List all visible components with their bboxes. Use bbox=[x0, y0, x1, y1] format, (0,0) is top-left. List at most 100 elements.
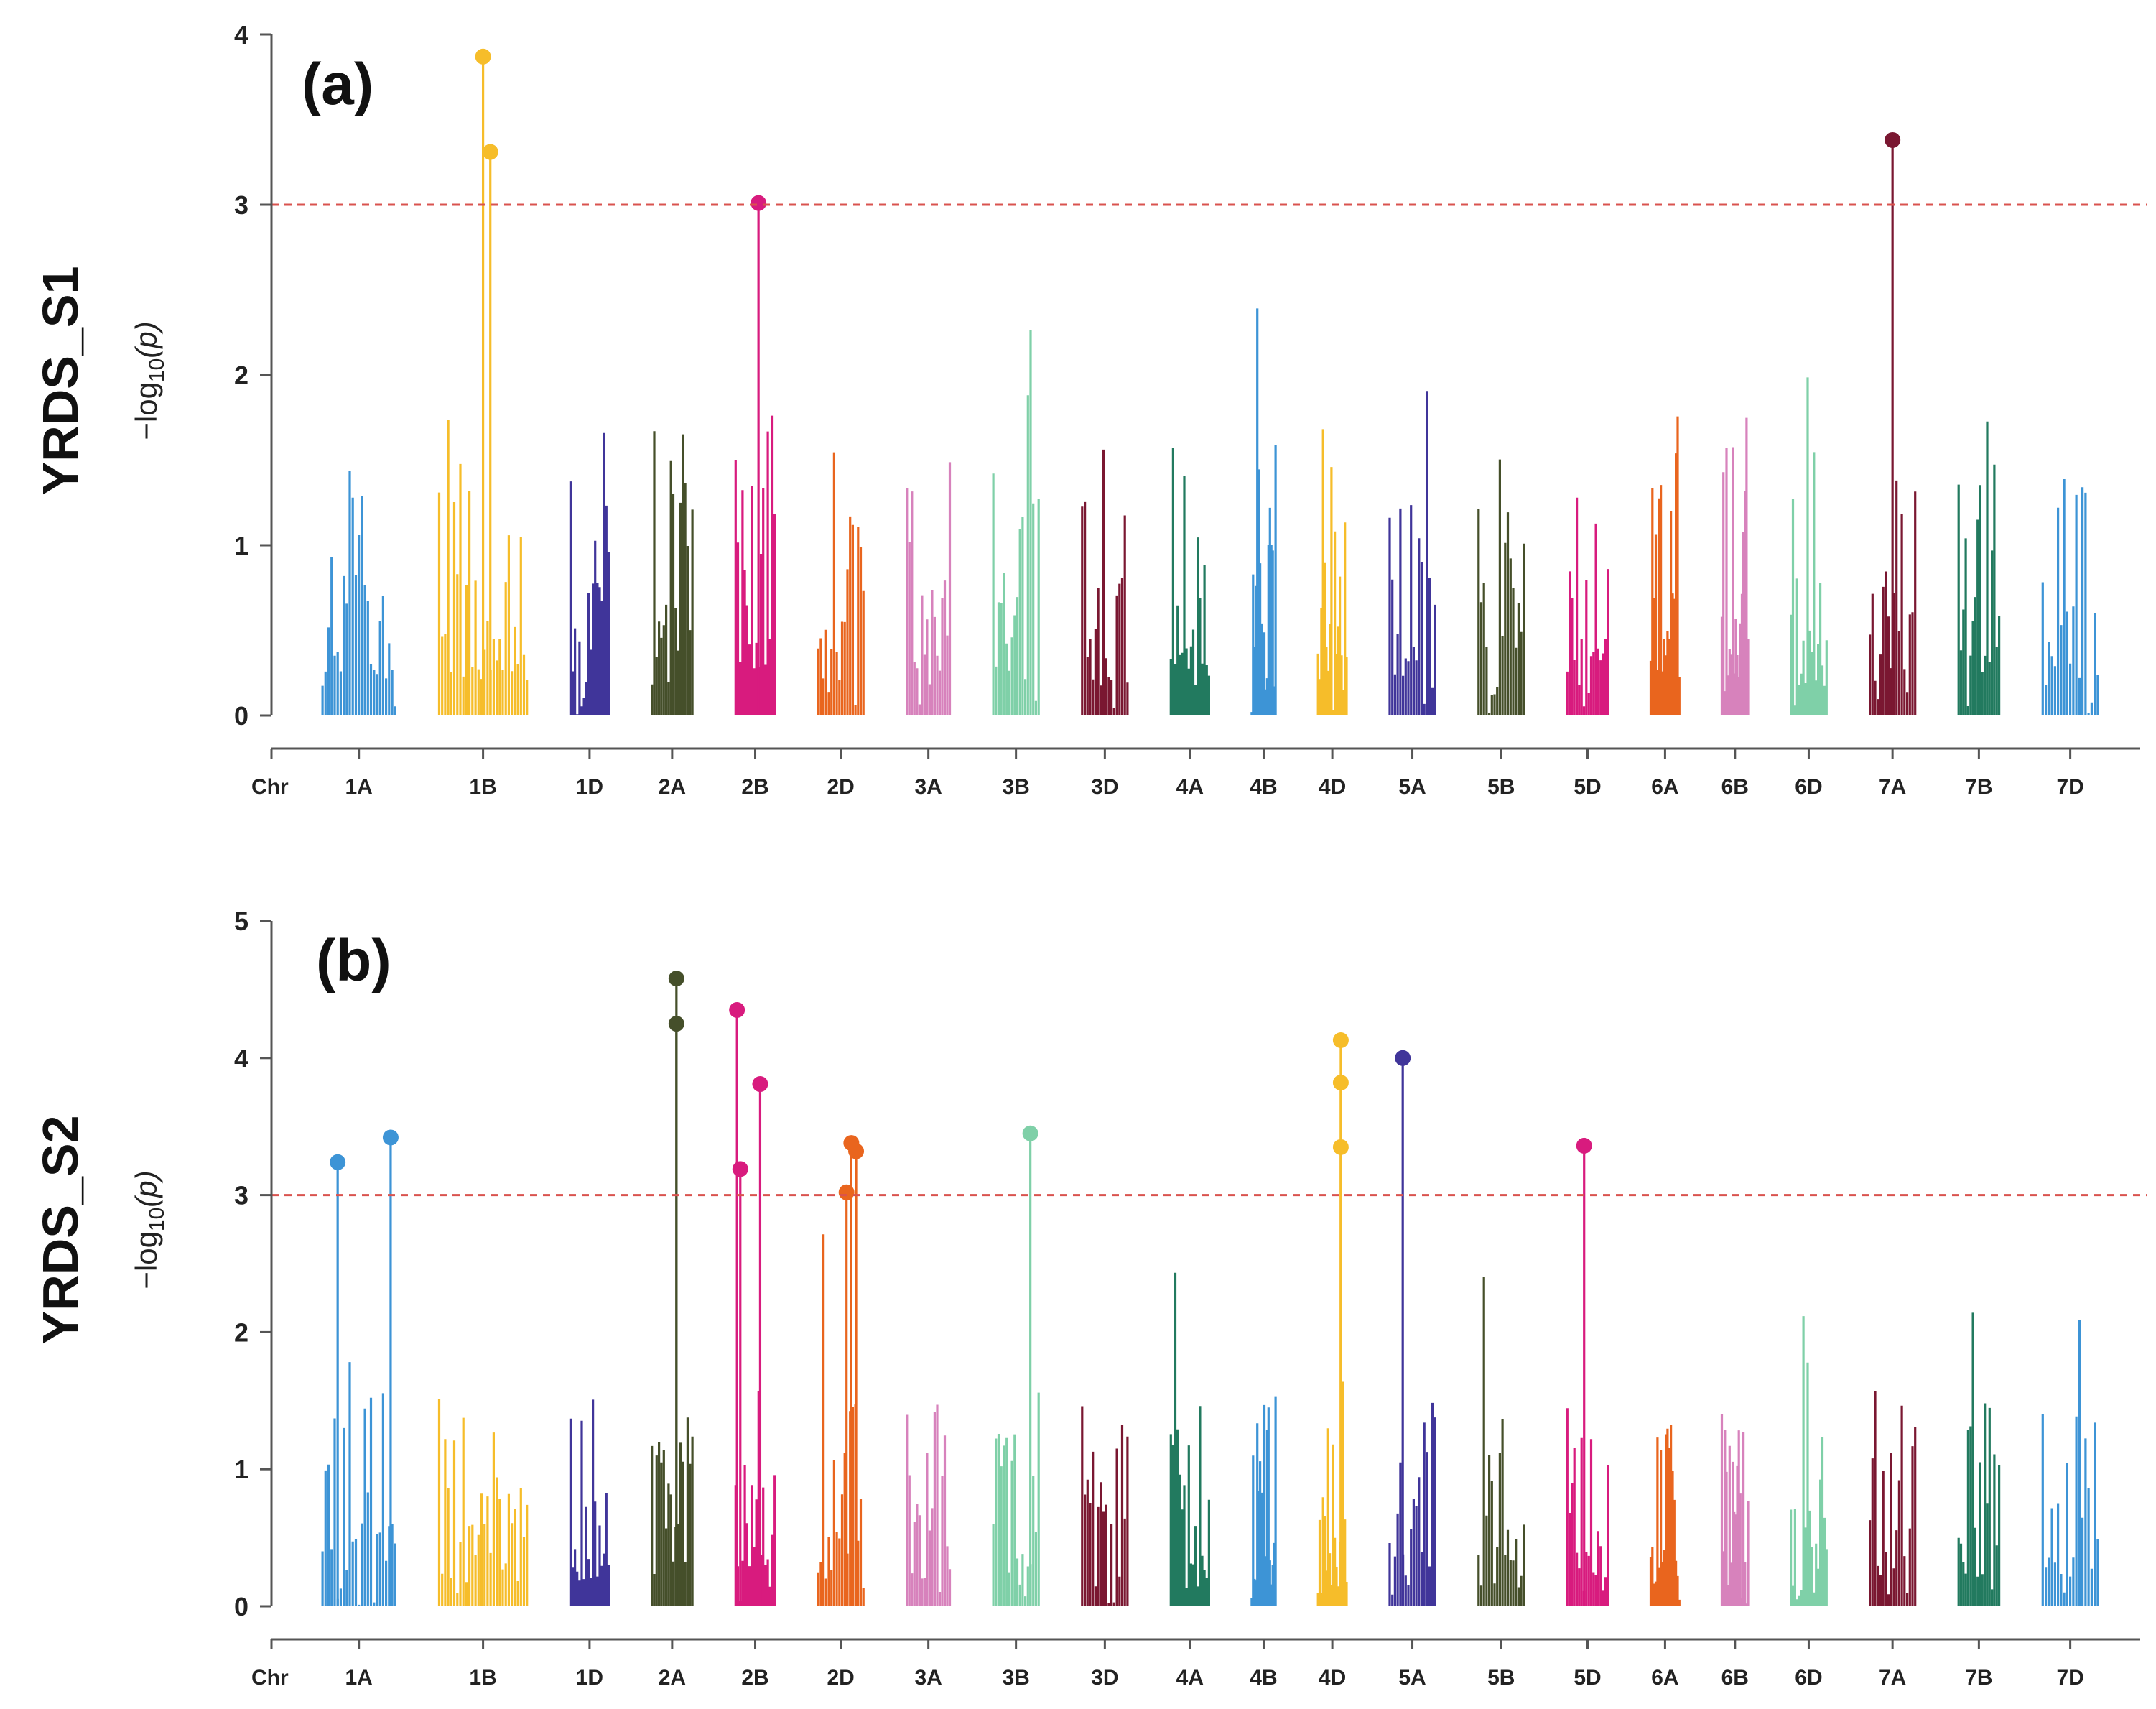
x-tick-label-2A: 2A bbox=[659, 1666, 686, 1690]
snp-bars-5B bbox=[1477, 459, 1525, 715]
significant-point-2B bbox=[732, 1161, 748, 1177]
snp-bars-7D bbox=[2041, 1320, 2099, 1606]
x-tick-label-3B: 3B bbox=[1002, 1666, 1029, 1690]
y-tick-label: 2 bbox=[234, 361, 248, 390]
x-axis-b: Chr 1A 1B 1D 2A 2B 2D 3A 3B 3D 4A 4B 4D 5A 5B 5D 6A 6B 6D 7… bbox=[251, 1638, 2140, 1690]
y-axis-label-b: −log10(p) bbox=[129, 1170, 169, 1289]
significant-point-2B bbox=[729, 1002, 745, 1019]
y-axis-label-main-b: −log bbox=[129, 1231, 163, 1289]
trait-label-a: YRDS_S1 bbox=[32, 266, 88, 495]
y-axis-b: 0 1 2 3 4 5 bbox=[234, 907, 273, 1621]
y-tick-label: 1 bbox=[234, 531, 248, 560]
significant-point-4D bbox=[1332, 1139, 1349, 1155]
y-tick-label: 4 bbox=[234, 1044, 248, 1073]
x-tick-label-5B: 5B bbox=[1487, 775, 1515, 799]
x-tick-label-7A: 7A bbox=[1879, 775, 1906, 799]
x-axis-label: Chr bbox=[251, 1666, 289, 1690]
y-axis-label-sub-a: 10 bbox=[145, 358, 169, 382]
y-tick-label: 0 bbox=[234, 1592, 248, 1621]
panel-label-b: (b) bbox=[316, 928, 391, 994]
snp-bars-6B bbox=[1720, 1414, 1750, 1606]
significant-point-2D bbox=[848, 1143, 865, 1159]
significant-point-5D bbox=[1576, 1137, 1592, 1154]
snp-bars-1A bbox=[321, 471, 396, 715]
x-tick-label-7B: 7B bbox=[1965, 775, 1992, 799]
snp-bars-3B bbox=[992, 1392, 1040, 1606]
y-axis-label-main-a: −log bbox=[129, 382, 163, 440]
snp-bars-4D bbox=[1316, 429, 1348, 715]
snp-bars-6B bbox=[1720, 417, 1750, 715]
x-tick-label-5D: 5D bbox=[1574, 1666, 1601, 1690]
x-tick-label-7B: 7B bbox=[1965, 1666, 1992, 1690]
significant-point-2B bbox=[752, 1076, 768, 1093]
x-tick-label-1A: 1A bbox=[345, 775, 372, 799]
y-axis-a: 0 1 2 3 4 bbox=[234, 20, 273, 731]
significant-markers-b bbox=[330, 971, 1592, 1606]
snp-bars-7A bbox=[1869, 1391, 1917, 1606]
snp-bars-3A bbox=[906, 1404, 952, 1606]
x-tick-label-6D: 6D bbox=[1795, 775, 1822, 799]
panel-a: YRDS_S1 −log10(p) (a) 0 1 2 3 4 Chr 1A 1B 1D 2A 2… bbox=[32, 20, 2147, 799]
snp-bars-3D bbox=[1081, 449, 1129, 715]
x-tick-label-2D: 2D bbox=[827, 775, 855, 799]
y-axis-label-tail-a: (p) bbox=[129, 321, 163, 358]
x-tick-label-1D: 1D bbox=[576, 775, 603, 799]
snp-bars-1A bbox=[321, 1362, 396, 1606]
x-tick-label-2B: 2B bbox=[741, 1666, 768, 1690]
x-tick-label-4A: 4A bbox=[1176, 1666, 1204, 1690]
x-tick-label-1D: 1D bbox=[576, 1666, 603, 1690]
snp-bars-1B bbox=[437, 420, 529, 715]
significant-point-2A bbox=[668, 971, 684, 987]
snp-bars-4A bbox=[1169, 448, 1210, 715]
significant-markers-a bbox=[475, 48, 1901, 715]
y-tick-label: 4 bbox=[234, 20, 248, 50]
x-tick-label-5B: 5B bbox=[1487, 1666, 1515, 1690]
snp-bars-5D bbox=[1566, 1408, 1609, 1606]
x-tick-label-2A: 2A bbox=[659, 775, 686, 799]
y-tick-label: 0 bbox=[234, 701, 248, 731]
snp-bars-1B bbox=[437, 1399, 529, 1606]
significant-point-3B bbox=[1022, 1125, 1038, 1141]
x-tick-label-4A: 4A bbox=[1176, 775, 1204, 799]
x-tick-label-6B: 6B bbox=[1721, 1666, 1749, 1690]
snp-bars-1D bbox=[569, 432, 610, 715]
x-tick-label-6A: 6A bbox=[1651, 775, 1678, 799]
significant-point-2A bbox=[668, 1016, 684, 1032]
snp-bars-5A bbox=[1388, 1402, 1436, 1606]
significant-point-1A bbox=[330, 1154, 346, 1170]
snp-bars-2B bbox=[734, 415, 776, 715]
y-tick-label: 3 bbox=[234, 190, 248, 220]
snp-bars-a bbox=[321, 308, 2099, 715]
snp-bars-3D bbox=[1081, 1406, 1129, 1606]
snp-bars-4B bbox=[1250, 1396, 1277, 1606]
x-tick-label-2B: 2B bbox=[741, 775, 768, 799]
snp-bars-4A bbox=[1169, 1272, 1210, 1606]
panel-b: YRDS_S2 −log10(p) (b) 0 1 2 3 4 5 Chr 1A 1B 1D 2A… bbox=[32, 907, 2147, 1690]
y-axis-label-tail-b: (p) bbox=[129, 1170, 163, 1207]
x-tick-label-5D: 5D bbox=[1574, 775, 1601, 799]
y-tick-label: 5 bbox=[234, 907, 248, 936]
snp-bars-1D bbox=[569, 1399, 610, 1606]
x-tick-label-4B: 4B bbox=[1250, 1666, 1277, 1690]
trait-label-b: YRDS_S2 bbox=[32, 1115, 88, 1344]
significant-point-1B bbox=[482, 144, 498, 160]
snp-bars-3B bbox=[992, 330, 1040, 715]
x-tick-label-1B: 1B bbox=[469, 775, 496, 799]
significant-point-1B bbox=[475, 48, 491, 65]
snp-bars-5D bbox=[1566, 497, 1609, 715]
x-axis-label: Chr bbox=[251, 775, 289, 799]
snp-bars-3A bbox=[906, 462, 952, 715]
x-tick-label-1B: 1B bbox=[469, 1666, 496, 1690]
x-tick-label-1A: 1A bbox=[345, 1666, 372, 1690]
significant-point-2B bbox=[751, 195, 767, 211]
snp-bars-6D bbox=[1790, 1316, 1828, 1606]
snp-bars-6A bbox=[1649, 416, 1681, 715]
x-tick-label-6D: 6D bbox=[1795, 1666, 1822, 1690]
y-axis-label-sub-b: 10 bbox=[145, 1208, 169, 1231]
significant-point-1A bbox=[382, 1129, 399, 1146]
snp-bars-7A bbox=[1869, 480, 1917, 715]
y-axis-label-a: −log10(p) bbox=[129, 321, 169, 440]
snp-bars-5B bbox=[1477, 1277, 1525, 1606]
x-tick-label-4D: 4D bbox=[1319, 775, 1346, 799]
